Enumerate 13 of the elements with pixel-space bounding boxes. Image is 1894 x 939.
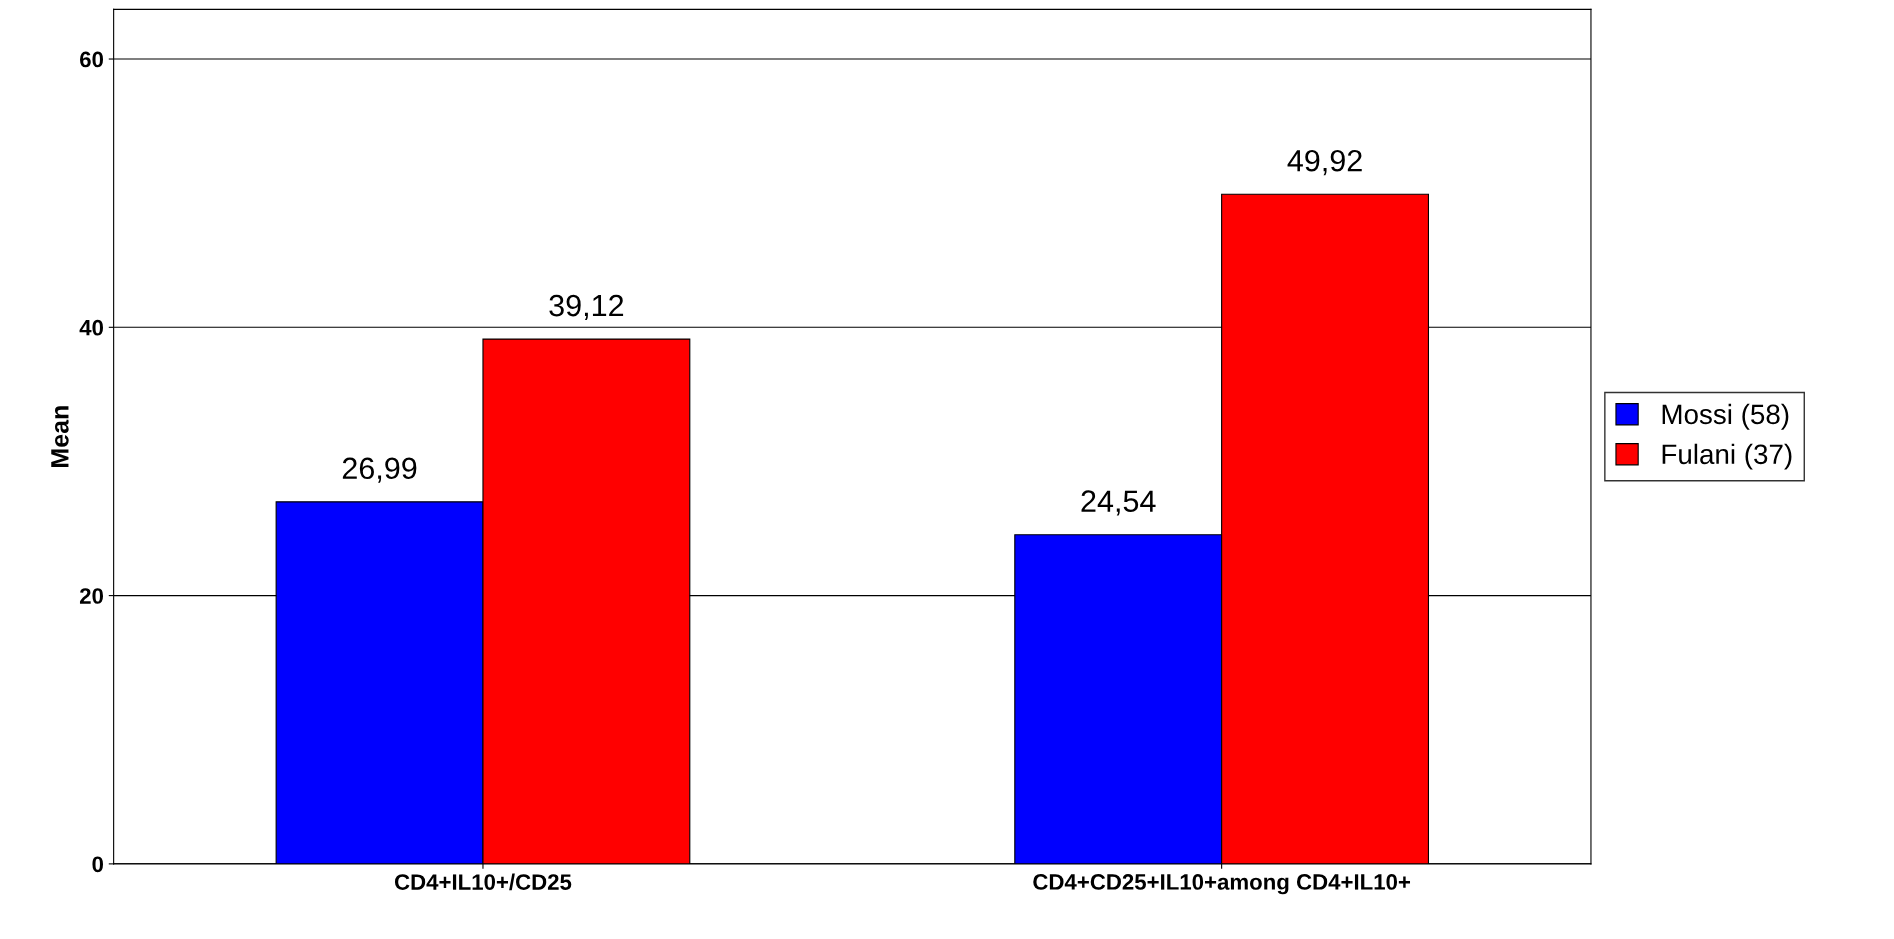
y-tick-label: 20	[79, 588, 104, 604]
legend-label: Fulani (37)	[1662, 443, 1792, 470]
data-label: 39,12	[549, 294, 624, 321]
data-label: 24,54	[1081, 490, 1156, 516]
data-label: 49,92	[1287, 149, 1362, 176]
x-tick-label: CD4+CD25+IL10+among CD4+IL10+	[1033, 874, 1411, 895]
y-tick-label: 0	[92, 856, 104, 873]
y-axis-title: Mean	[51, 406, 69, 467]
y-tick-label: 60	[80, 51, 104, 68]
data-label: 26,99	[342, 457, 417, 483]
x-tick-label: CD4+IL10+/CD25	[394, 873, 572, 891]
legend-label: Mossi (58)	[1662, 403, 1789, 430]
y-tick-label: 40	[79, 319, 104, 336]
